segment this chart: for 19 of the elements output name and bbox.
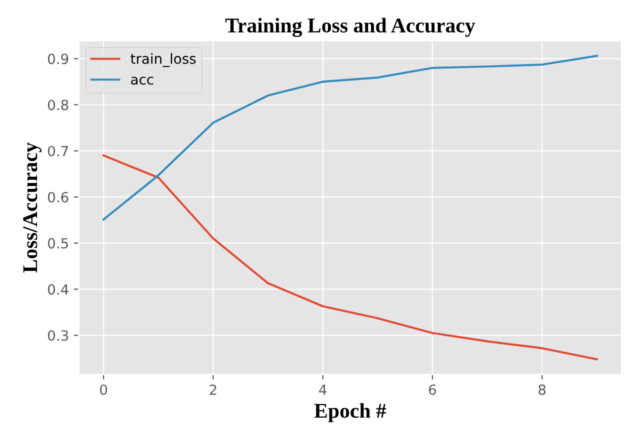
x-tick-label: 8 bbox=[538, 384, 546, 395]
line-series bbox=[102, 54, 598, 221]
y-axis-title: Loss/Accuracy bbox=[23, 142, 42, 273]
x-tick-label: 4 bbox=[319, 384, 326, 395]
line-series bbox=[102, 154, 598, 360]
y-tick-label: 0.4 bbox=[48, 284, 68, 295]
chart-title: Training Loss and Accuracy bbox=[225, 18, 476, 37]
x-axis-title: Epoch # bbox=[314, 403, 386, 422]
legend-label: train_loss bbox=[130, 53, 196, 67]
y-tick-label: 0.9 bbox=[48, 54, 68, 64]
y-tick-label: 0.7 bbox=[48, 146, 68, 156]
x-tick-label: 6 bbox=[428, 384, 436, 395]
y-tick-label: 0.8 bbox=[48, 100, 68, 110]
y-tick-label: 0.6 bbox=[48, 192, 68, 202]
x-tick-label: 2 bbox=[210, 384, 216, 395]
legend-label: acc bbox=[131, 76, 154, 85]
y-tick-label: 0.5 bbox=[48, 238, 68, 249]
x-tick-label: 0 bbox=[100, 384, 108, 395]
y-tick-label: 0.3 bbox=[48, 330, 68, 341]
